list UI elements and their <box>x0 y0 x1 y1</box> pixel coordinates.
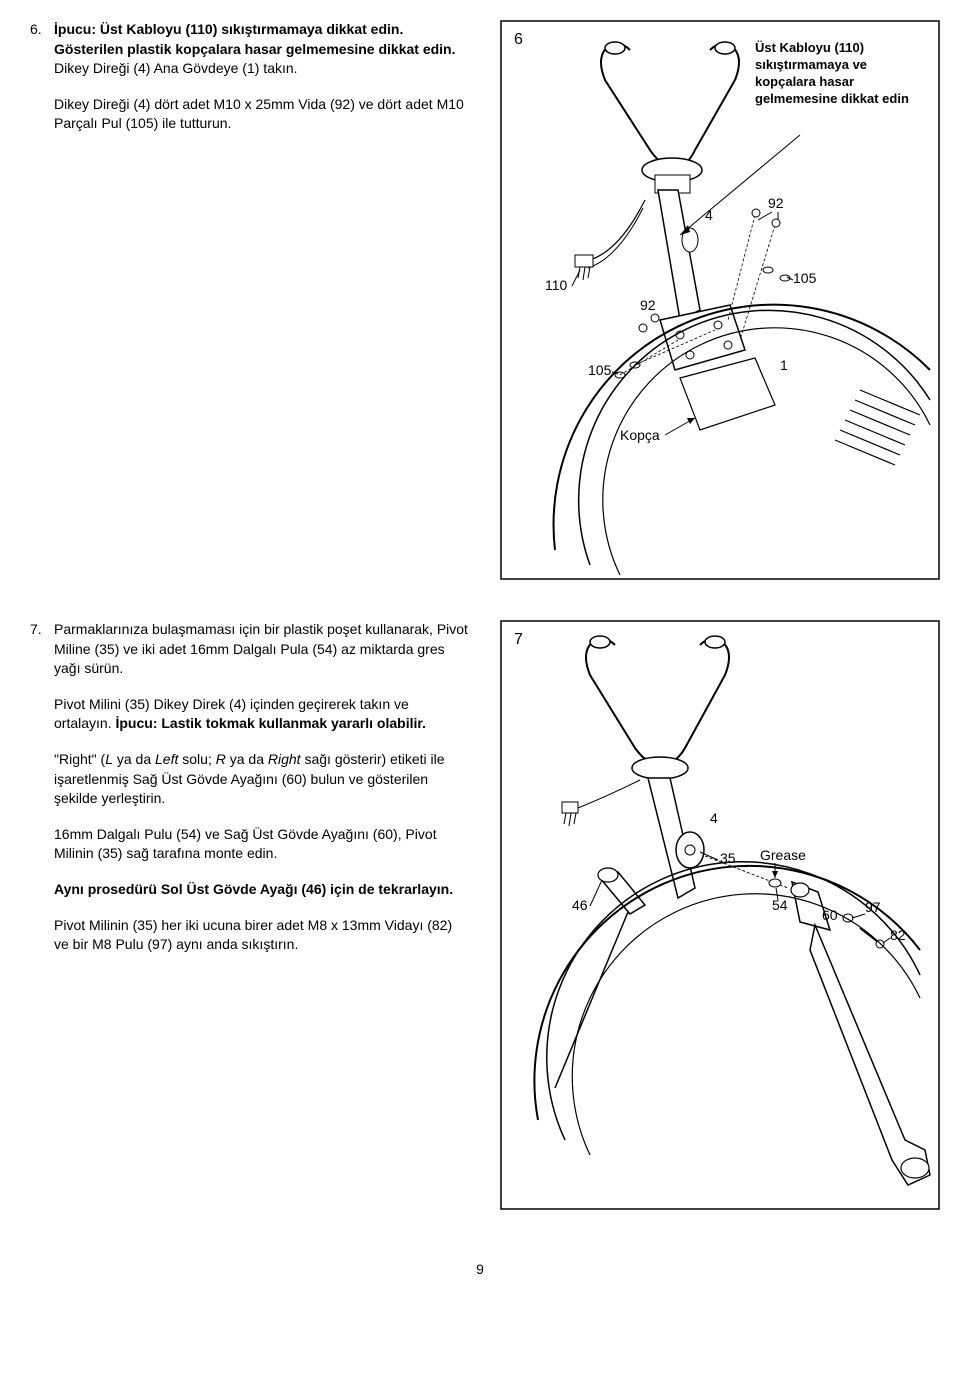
diagram-6-col: 6 <box>500 20 940 580</box>
step-6-row: 6. İpucu: Üst Kabloyu (110) sıkıştırmama… <box>30 20 930 580</box>
step-6-p1-rest: Dikey Direği (4) Ana Gövdeye (1) takın. <box>54 60 298 76</box>
d7-grease: Grease <box>760 847 806 863</box>
step-6-text: 6. İpucu: Üst Kabloyu (110) sıkıştırmama… <box>30 20 470 580</box>
page-number: 9 <box>30 1260 930 1280</box>
diag6-label-105b: 105 <box>588 362 612 378</box>
step-6-p1: İpucu: Üst Kabloyu (110) sıkıştırmamaya … <box>54 20 470 79</box>
diag6-label-kopca: Kopça <box>620 427 660 443</box>
step-7-p6: Pivot Milinin (35) her iki ucuna birer a… <box>54 916 470 955</box>
diagram-6-num: 6 <box>514 31 523 48</box>
step-7-p4: 16mm Dalgalı Pulu (54) ve Sağ Üst Gövde … <box>54 825 470 864</box>
diag6-label-92a: 92 <box>768 195 784 211</box>
step-7-row: 7. Parmaklarınıza bulaşmaması için bir p… <box>30 620 930 1210</box>
step-7-p3: "Right" (L ya da Left solu; R ya da Righ… <box>54 750 470 809</box>
step-7-body: Parmaklarınıza bulaşmaması için bir plas… <box>54 620 470 971</box>
diagram-7-num: 7 <box>514 631 523 648</box>
step-7-p1: Parmaklarınıza bulaşmaması için bir plas… <box>54 620 470 679</box>
diagram-6: 6 <box>500 20 940 580</box>
diag6-label-1: 1 <box>780 357 788 373</box>
step-6-body: İpucu: Üst Kabloyu (110) sıkıştırmamaya … <box>54 20 470 150</box>
step-7-p5: Aynı prosedürü Sol Üst Gövde Ayağı (46) … <box>54 880 470 900</box>
diag6-label-105a: 105 <box>793 270 817 286</box>
d7-l60: 60 <box>822 907 838 923</box>
step-7-p2-bold: İpucu: Lastik tokmak kullanmak yararlı o… <box>115 715 425 731</box>
d7-l46: 46 <box>572 897 588 913</box>
step-6-number: 6. <box>30 20 54 40</box>
diagram-7: 7 <box>500 620 940 1210</box>
step-6-p1-bold: İpucu: Üst Kabloyu (110) sıkıştırmamaya … <box>54 21 456 57</box>
step-6-p2: Dikey Direği (4) dört adet M10 x 25mm Vi… <box>54 95 470 134</box>
step-6: 6. İpucu: Üst Kabloyu (110) sıkıştırmama… <box>30 20 470 150</box>
diag6-label-110: 110 <box>545 277 568 293</box>
d7-l4: 4 <box>710 810 718 826</box>
d7-l35: 35 <box>720 850 736 866</box>
d7-l82: 82 <box>890 927 906 943</box>
diag6-label-4: 4 <box>705 207 713 223</box>
step-7: 7. Parmaklarınıza bulaşmaması için bir p… <box>30 620 470 971</box>
diagram-6-callout: Üst Kabloyu (110) sıkıştırmamaya ve kopç… <box>755 40 930 108</box>
step-7-p2: Pivot Milini (35) Dikey Direk (4) içinde… <box>54 695 470 734</box>
diag6-label-92b: 92 <box>640 297 656 313</box>
step-7-text: 7. Parmaklarınıza bulaşmaması için bir p… <box>30 620 470 1210</box>
d7-l97: 97 <box>865 899 881 915</box>
diagram-7-col: 7 <box>500 620 940 1210</box>
step-7-number: 7. <box>30 620 54 640</box>
d7-l54: 54 <box>772 897 788 913</box>
